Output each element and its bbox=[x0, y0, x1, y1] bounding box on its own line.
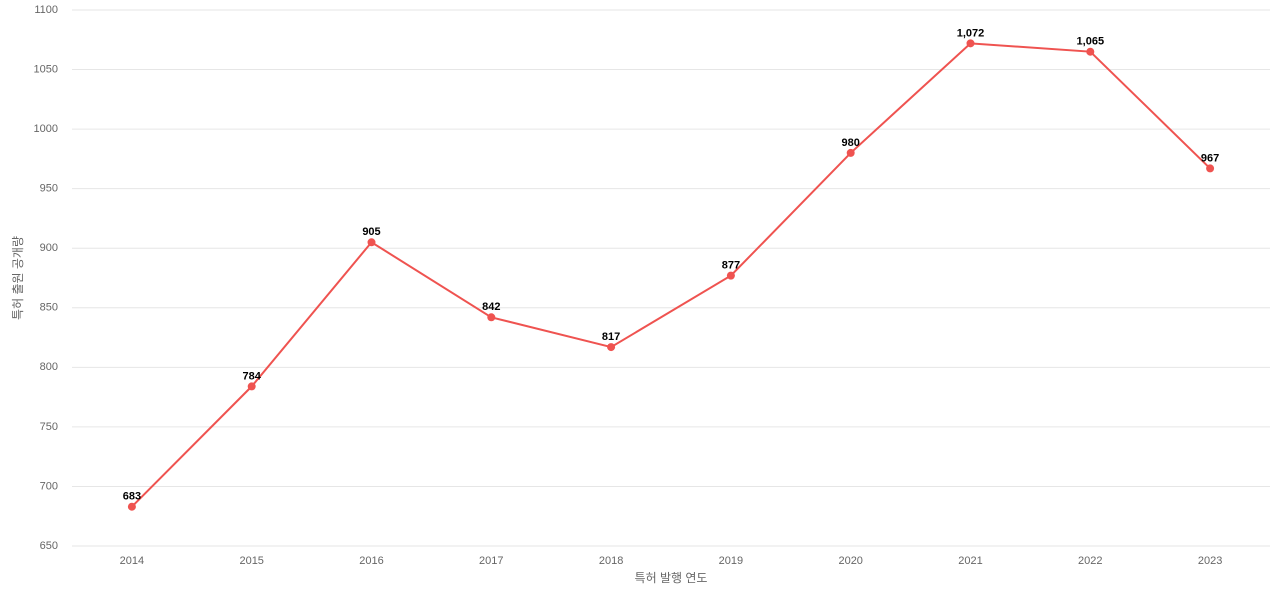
point bbox=[607, 343, 616, 352]
value-label: 980 bbox=[842, 137, 860, 149]
value-label: 877 bbox=[722, 260, 740, 272]
value-label: 1,065 bbox=[1077, 36, 1105, 48]
y-tick-label: 700 bbox=[40, 480, 58, 492]
value-label: 905 bbox=[362, 226, 380, 238]
value-label: 683 bbox=[123, 491, 141, 503]
x-tick-label: 2021 bbox=[958, 555, 982, 567]
x-tick-label: 2020 bbox=[838, 555, 862, 567]
y-axis-title: 특허 출원 공개량 bbox=[11, 236, 25, 320]
x-tick-label: 2015 bbox=[239, 555, 263, 567]
y-tick-label: 850 bbox=[40, 302, 58, 314]
point bbox=[367, 238, 376, 247]
line bbox=[131, 42, 1211, 508]
point bbox=[966, 39, 975, 48]
x-tick-label: 2016 bbox=[359, 555, 383, 567]
value-label: 1,072 bbox=[957, 27, 985, 39]
x-tick-label: 2017 bbox=[479, 555, 503, 567]
point bbox=[846, 148, 855, 157]
y-tick-label: 750 bbox=[40, 421, 58, 433]
x-tick-label: 2023 bbox=[1198, 555, 1222, 567]
value-label: 842 bbox=[482, 301, 500, 313]
value-label: 967 bbox=[1201, 152, 1219, 164]
y-tick-label: 1100 bbox=[34, 4, 58, 16]
y-tick-label: 800 bbox=[40, 361, 58, 373]
point bbox=[487, 313, 496, 322]
x-tick-label: 2022 bbox=[1078, 555, 1102, 567]
x-tick-label: 2019 bbox=[719, 555, 743, 567]
y-tick-label: 650 bbox=[40, 540, 58, 552]
y-tick-label: 1050 bbox=[34, 63, 58, 75]
y-tick-label: 900 bbox=[40, 242, 58, 254]
point bbox=[127, 502, 136, 511]
y-tick-label: 1000 bbox=[34, 123, 58, 135]
point bbox=[1206, 164, 1215, 173]
point bbox=[726, 271, 735, 280]
y-tick-label: 950 bbox=[40, 183, 58, 195]
value-label: 784 bbox=[243, 370, 262, 382]
x-tick-label: 2018 bbox=[599, 555, 623, 567]
x-axis-title: 특허 발행 연도 bbox=[635, 570, 708, 585]
point bbox=[247, 382, 256, 391]
point bbox=[1086, 47, 1095, 56]
x-tick-label: 2014 bbox=[120, 555, 144, 567]
value-label: 817 bbox=[602, 331, 620, 343]
